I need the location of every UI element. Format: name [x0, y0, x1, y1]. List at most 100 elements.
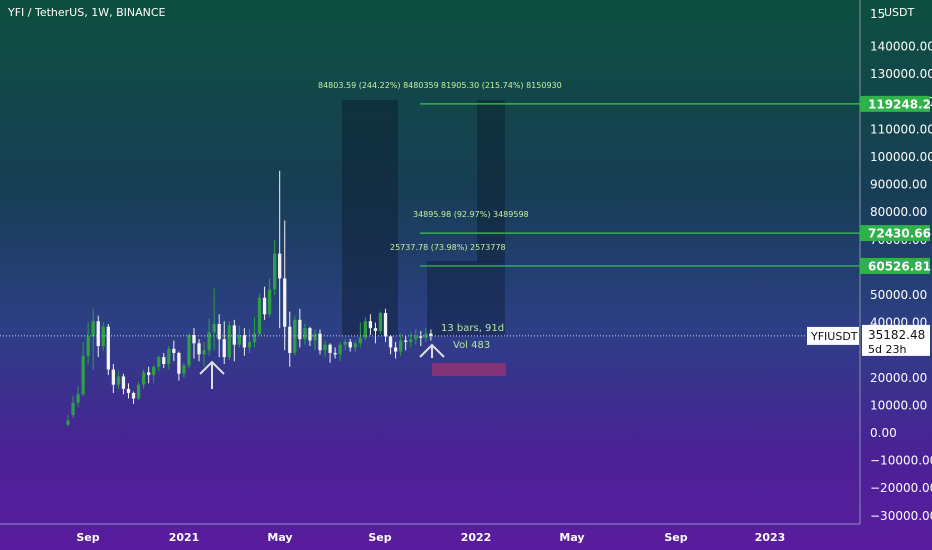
candle-body	[252, 333, 257, 342]
chart-title: YFI / TetherUS, 1W, BINANCE	[8, 6, 166, 19]
candle-body	[419, 336, 423, 338]
annotation: 13 bars, 91d	[441, 323, 504, 334]
last-price-value: 35182.48	[868, 328, 925, 342]
y-axis: 140000.00130000.00120000.00110000.001000…	[870, 7, 932, 523]
y-tick-label: 0.00	[870, 426, 897, 440]
y-tick-label: 50000.00	[870, 288, 927, 302]
x-axis: Sep 2021 May Sep 2022 May Sep 2023	[76, 531, 785, 544]
candle-body	[328, 344, 332, 353]
candle-body	[323, 344, 327, 351]
measure-boxes	[342, 100, 506, 376]
arrow-up-icon	[199, 360, 225, 389]
candle-body	[242, 335, 247, 348]
candle-body	[343, 341, 347, 345]
candle-body	[388, 336, 393, 348]
annotation: 34895.98 (92.97%) 3489598	[413, 210, 529, 219]
candle-body	[71, 402, 75, 416]
candle-body	[202, 350, 206, 355]
candle-body	[177, 352, 181, 374]
candle-body	[152, 366, 156, 376]
candle-body	[398, 340, 403, 352]
candle-body	[247, 341, 252, 348]
price-line-value: 60526.81	[868, 259, 931, 273]
candle-body	[414, 336, 418, 340]
candle-body	[192, 335, 196, 344]
candle-body	[353, 343, 357, 348]
candle-body	[393, 347, 398, 352]
candle-body	[363, 321, 368, 338]
candle-body	[121, 376, 126, 389]
candle-body	[293, 319, 297, 353]
candle-body	[86, 336, 90, 356]
y-tick-label: −30000.00	[870, 509, 932, 523]
y-tick-label: 100000.00	[870, 150, 932, 164]
candle-body	[298, 319, 302, 340]
annotation: Vol 483	[453, 340, 490, 351]
arrow-up-icon	[419, 343, 445, 358]
candle-body	[207, 332, 211, 351]
price-labels: 119248.20 72430.66 60526.81 YFIUSDT 35182.48…	[807, 95, 932, 356]
candle-body	[378, 312, 383, 331]
candle-body	[404, 340, 408, 342]
countdown: 5d 23h	[868, 343, 906, 356]
candle-body	[373, 328, 378, 331]
annotation: 25737.78 (73.98%) 2573778	[390, 243, 506, 252]
symbol-tag-text: YFIUSDT	[810, 330, 858, 343]
candle-body	[288, 326, 292, 353]
price-line-value: 119248.20	[868, 97, 932, 111]
candle-body	[232, 325, 236, 345]
candle-body	[237, 335, 242, 345]
candle-body	[141, 372, 146, 385]
candle-body	[308, 328, 312, 341]
price-line-tag	[860, 257, 930, 274]
candle-body	[313, 333, 317, 341]
candle-body	[182, 365, 186, 374]
candle-body	[368, 321, 373, 329]
candle-body	[358, 337, 362, 344]
candle-body	[66, 420, 70, 425]
annotation: 81905.30 (215.74%) 8150930	[441, 81, 562, 90]
y-tick-label: 20000.00	[870, 371, 927, 385]
candle-body	[126, 388, 131, 393]
candle-body	[157, 357, 161, 367]
x-tick-label: 2022	[461, 531, 492, 544]
candle-body	[111, 369, 116, 385]
candle-body	[106, 326, 110, 370]
measure-box-2	[427, 261, 505, 336]
candle-body	[81, 355, 85, 395]
overlays: 84803.59 (244.22%) 8480359 81905.30 (215.…	[0, 81, 860, 389]
candle-body	[303, 328, 307, 340]
candle-body	[217, 323, 221, 340]
currency-label: USDT	[884, 6, 915, 19]
x-tick-label: May	[267, 531, 292, 544]
y-tick-label: −20000.00	[870, 481, 932, 495]
candle-body	[318, 333, 322, 351]
x-tick-label: 2023	[755, 531, 786, 544]
candle-body	[162, 357, 166, 364]
y-tick-label: 110000.00	[870, 122, 932, 136]
candle-body	[187, 335, 191, 366]
candle-body	[172, 348, 176, 353]
x-tick-label: Sep	[664, 531, 687, 544]
candle-body	[222, 339, 226, 358]
y-tick-label: 10000.00	[870, 398, 927, 412]
price-line-value: 72430.66	[868, 227, 931, 241]
x-tick-label: Sep	[368, 531, 391, 544]
measure-box-3	[477, 100, 505, 262]
y-tick-label: 80000.00	[870, 205, 927, 219]
symbol-tag	[807, 326, 859, 345]
price-line-tag	[860, 225, 930, 242]
candle-body	[333, 352, 337, 355]
candle-body	[212, 323, 216, 333]
candle-body	[227, 325, 231, 358]
last-price-tag	[862, 324, 930, 356]
candle-body	[131, 392, 136, 399]
x-tick-label: May	[559, 531, 584, 544]
x-tick-label: 2021	[169, 531, 200, 544]
candle-body	[197, 343, 201, 355]
candle-body	[262, 297, 267, 315]
candle-body	[278, 253, 282, 279]
candle-body	[348, 341, 352, 348]
